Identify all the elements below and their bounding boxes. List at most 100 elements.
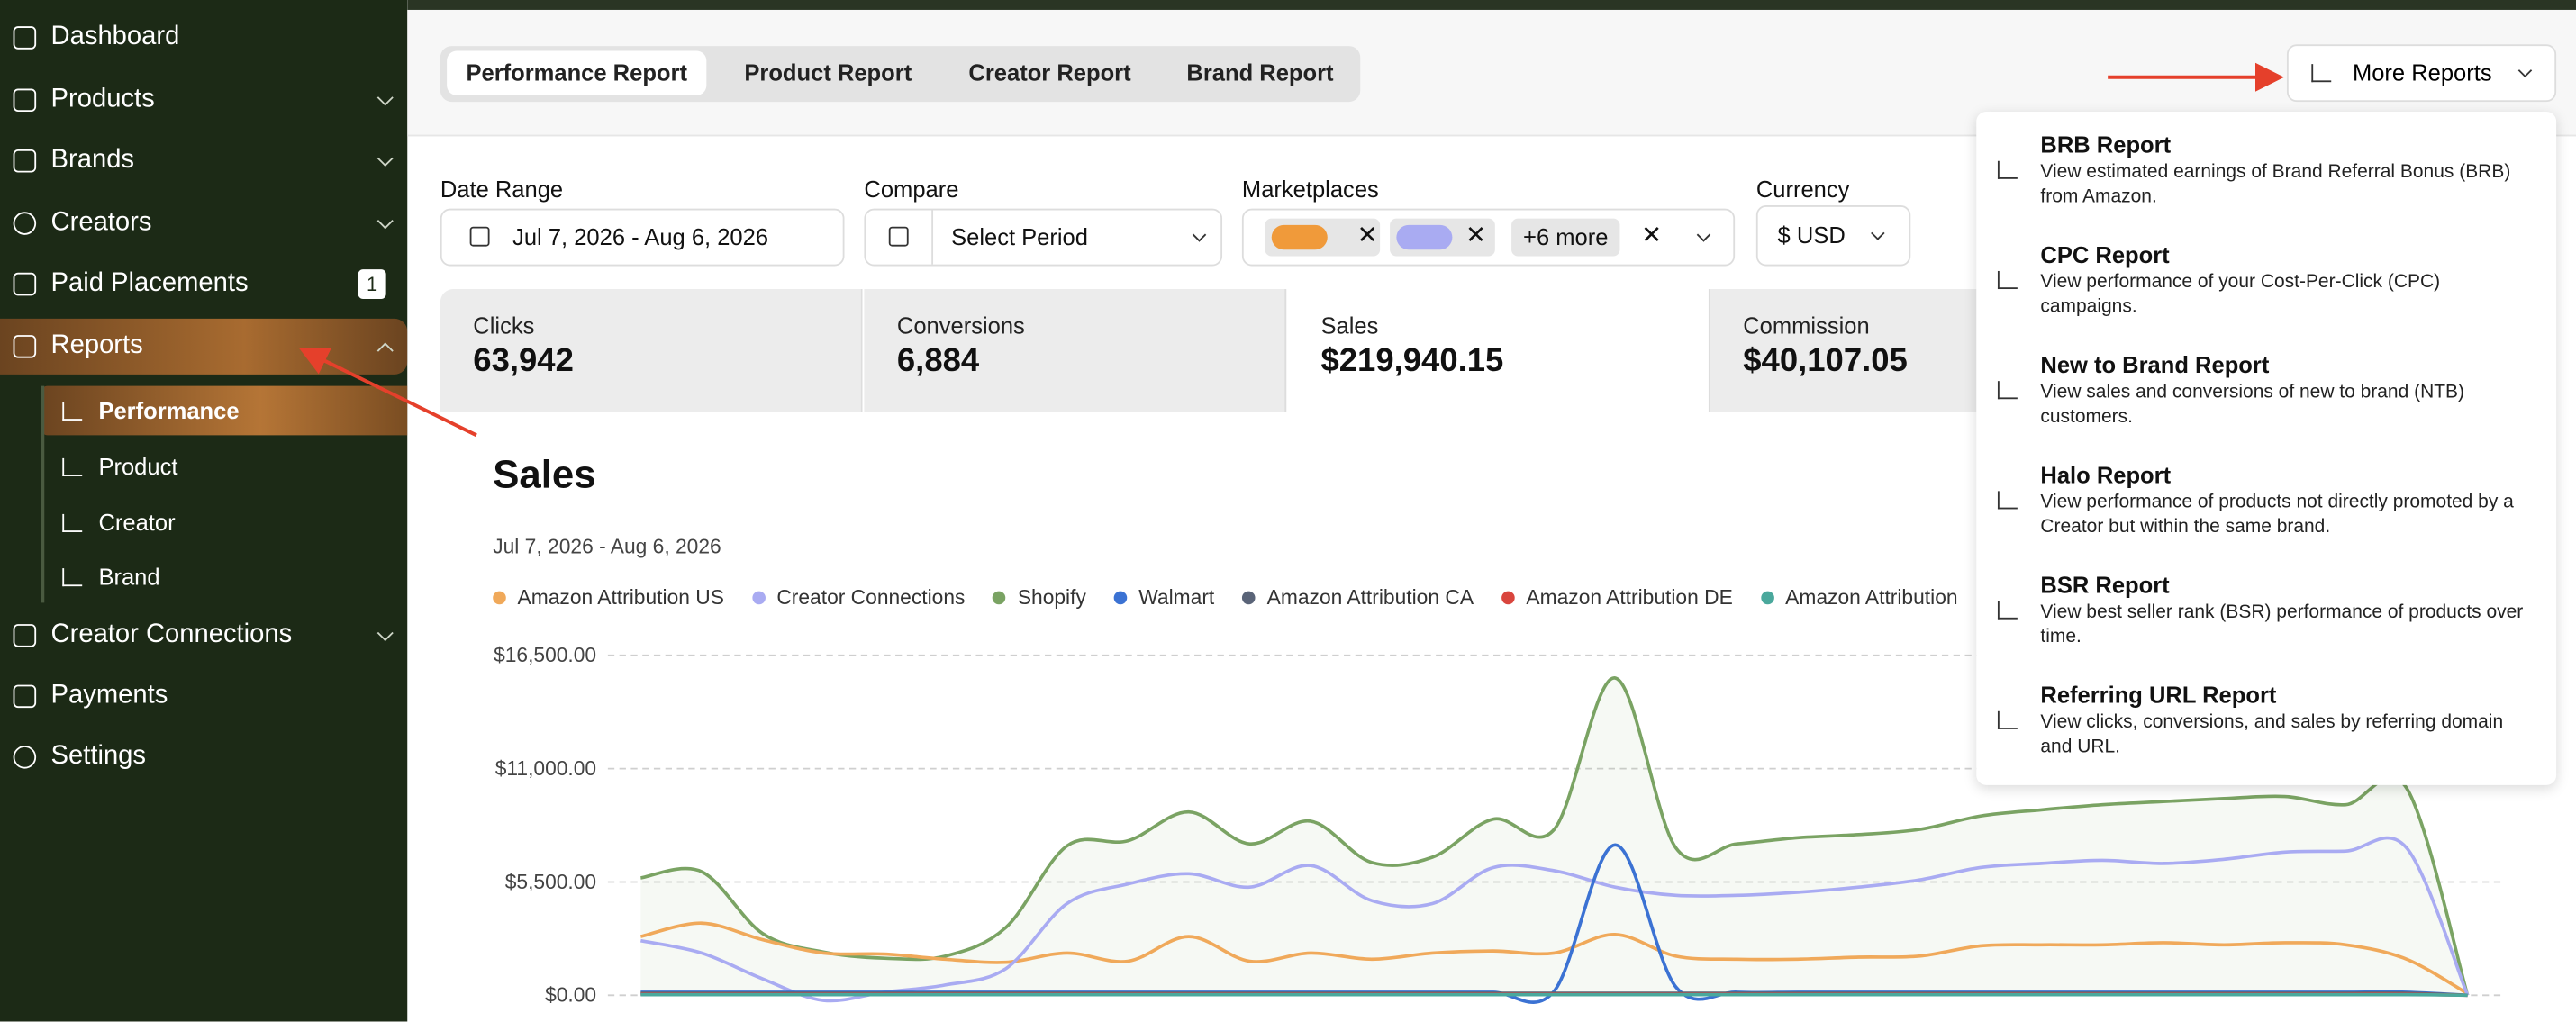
nav-item[interactable]: Paid Placements 1 bbox=[0, 257, 407, 312]
menu-icon bbox=[1997, 160, 2018, 179]
legend-item: Amazon Attribution US bbox=[493, 586, 724, 610]
legend-label: Amazon Attribution CA bbox=[1266, 586, 1474, 610]
tab[interactable]: Performance Report bbox=[447, 50, 707, 95]
nav-label: Payments bbox=[50, 681, 168, 710]
sub-label: Product bbox=[98, 453, 178, 480]
menu-item[interactable]: Halo Report View performance of products … bbox=[2040, 462, 2533, 541]
legend-item: Amazon Attribution CA bbox=[1242, 586, 1474, 610]
legend-item: Amazon Attribution bbox=[1760, 586, 1958, 610]
y-tick-label: $5,500.00 bbox=[505, 870, 596, 893]
sidebar: Dashboard Products Brands Creators Paid … bbox=[0, 0, 408, 1022]
sub-item[interactable]: Creator bbox=[41, 498, 408, 547]
menu-desc: View performance of your Cost-Per-Click … bbox=[2040, 272, 2441, 318]
metric-card[interactable]: Clicks 63,942 bbox=[440, 289, 863, 412]
menu-desc: View estimated earnings of Brand Referra… bbox=[2040, 162, 2511, 207]
legend-label: Creator Connections bbox=[776, 586, 966, 610]
nav-item[interactable]: Brands bbox=[0, 133, 407, 189]
legend-label: Shopify bbox=[1017, 586, 1086, 610]
legend: Amazon Attribution US Creator Connections… bbox=[493, 586, 1985, 610]
nav-label: Reports bbox=[50, 331, 143, 360]
legend-item: Amazon Attribution DE bbox=[1501, 586, 1733, 610]
legend-item: Shopify bbox=[993, 586, 1086, 610]
nav-label: Paid Placements bbox=[50, 269, 249, 298]
marketplace-select[interactable]: ✕ ✕ +6 more ✕ bbox=[1241, 208, 1736, 267]
legend-label: Amazon Attribution US bbox=[517, 586, 724, 610]
tab[interactable]: Brand Report bbox=[1186, 59, 1334, 86]
series-line bbox=[640, 992, 2468, 998]
more-chip: +6 more bbox=[1511, 218, 1620, 257]
sub-label: Performance bbox=[98, 397, 240, 424]
menu-item[interactable]: CPC Report View performance of your Cost-… bbox=[2040, 241, 2533, 321]
more-reports-button[interactable]: More Reports bbox=[2286, 44, 2557, 103]
sub-item[interactable]: Product bbox=[41, 442, 408, 492]
chart-title: Sales bbox=[493, 453, 596, 498]
nav-label: Products bbox=[50, 85, 155, 113]
menu-icon bbox=[1997, 491, 2018, 510]
menu-desc: View best seller rank (BSR) performance … bbox=[2040, 602, 2524, 647]
metric-card[interactable]: Sales $219,940.15 bbox=[1288, 289, 1710, 412]
nav-item[interactable]: Creators bbox=[0, 195, 407, 251]
menu-item[interactable]: Referring URL Report View clicks, convers… bbox=[2040, 682, 2533, 761]
menu-item[interactable]: BSR Report View best seller rank (BSR) pe… bbox=[2040, 572, 2533, 651]
legend-label: Walmart bbox=[1138, 586, 1215, 610]
menu-icon bbox=[1997, 601, 2018, 620]
menu-title: Halo Report bbox=[2040, 461, 2172, 488]
legend-dot bbox=[1113, 591, 1128, 605]
sub-label: Brand bbox=[98, 563, 160, 590]
sub-item[interactable]: Brand bbox=[41, 552, 408, 601]
tab[interactable]: Creator Report bbox=[968, 59, 1131, 86]
metric-value: 6,884 bbox=[896, 343, 980, 380]
date-input[interactable]: Jul 7, 2026 - Aug 6, 2026 bbox=[440, 208, 845, 267]
legend-dot bbox=[993, 591, 1007, 605]
menu-icon bbox=[1997, 270, 2018, 290]
menu-title: New to Brand Report bbox=[2040, 351, 2270, 378]
sub-item[interactable]: Performance bbox=[41, 385, 408, 436]
menu-title: CPC Report bbox=[2040, 241, 2170, 268]
reports-menu: BRB Report View estimated earnings of Bra… bbox=[1976, 112, 2557, 785]
metric-value: $219,940.15 bbox=[1320, 343, 1504, 380]
menu-desc: View clicks, conversions, and sales by r… bbox=[2040, 712, 2504, 757]
y-tick-label: $16,500.00 bbox=[494, 643, 596, 666]
area bbox=[640, 677, 2468, 996]
metric-label: Commission bbox=[1743, 312, 1870, 339]
sub-label: Creator bbox=[98, 509, 176, 536]
metric-label: Conversions bbox=[896, 312, 1025, 339]
legend-dot bbox=[1242, 591, 1256, 605]
series-line bbox=[639, 921, 2469, 996]
nav-label: Creator Connections bbox=[50, 620, 293, 649]
legend-item: Creator Connections bbox=[751, 586, 966, 610]
filter-label: Currency bbox=[1755, 176, 1850, 203]
menu-icon bbox=[1997, 710, 2018, 729]
metric-value: 63,942 bbox=[473, 343, 574, 380]
nav-item[interactable]: Payments bbox=[0, 668, 407, 724]
nav-item[interactable]: Settings bbox=[0, 729, 407, 785]
legend-dot bbox=[1760, 591, 1774, 605]
button-label: More Reports bbox=[2352, 59, 2492, 86]
filter-label: Marketplaces bbox=[1241, 176, 1379, 203]
nav-label: Settings bbox=[50, 742, 146, 771]
input-value: Select Period bbox=[951, 223, 1088, 250]
metric-label: Clicks bbox=[473, 312, 535, 339]
nav-item[interactable]: Products bbox=[0, 72, 407, 128]
nav-item[interactable]: Creator Connections bbox=[0, 608, 407, 664]
input-value: Jul 7, 2026 - Aug 6, 2026 bbox=[512, 223, 769, 250]
y-tick-label: $11,000.00 bbox=[495, 756, 596, 780]
menu-title: BRB Report bbox=[2040, 131, 2172, 158]
nav-item[interactable]: Dashboard bbox=[0, 10, 407, 66]
nav-label: Creators bbox=[50, 208, 152, 237]
nav-item[interactable]: Reports bbox=[0, 318, 408, 375]
legend-label: Amazon Attribution DE bbox=[1526, 586, 1733, 610]
menu-item[interactable]: BRB Report View estimated earnings of Bra… bbox=[2040, 131, 2533, 211]
currency-select[interactable]: $ USD bbox=[1755, 204, 1911, 267]
metric-label: Sales bbox=[1320, 312, 1379, 339]
metric-card[interactable]: Conversions 6,884 bbox=[864, 289, 1287, 412]
legend-dot bbox=[493, 591, 506, 605]
compare-select[interactable]: Select Period bbox=[864, 208, 1223, 267]
menu-item[interactable]: New to Brand Report View sales and conver… bbox=[2040, 351, 2533, 430]
nav-label: Brands bbox=[50, 146, 135, 175]
tab[interactable]: Product Report bbox=[744, 59, 912, 86]
